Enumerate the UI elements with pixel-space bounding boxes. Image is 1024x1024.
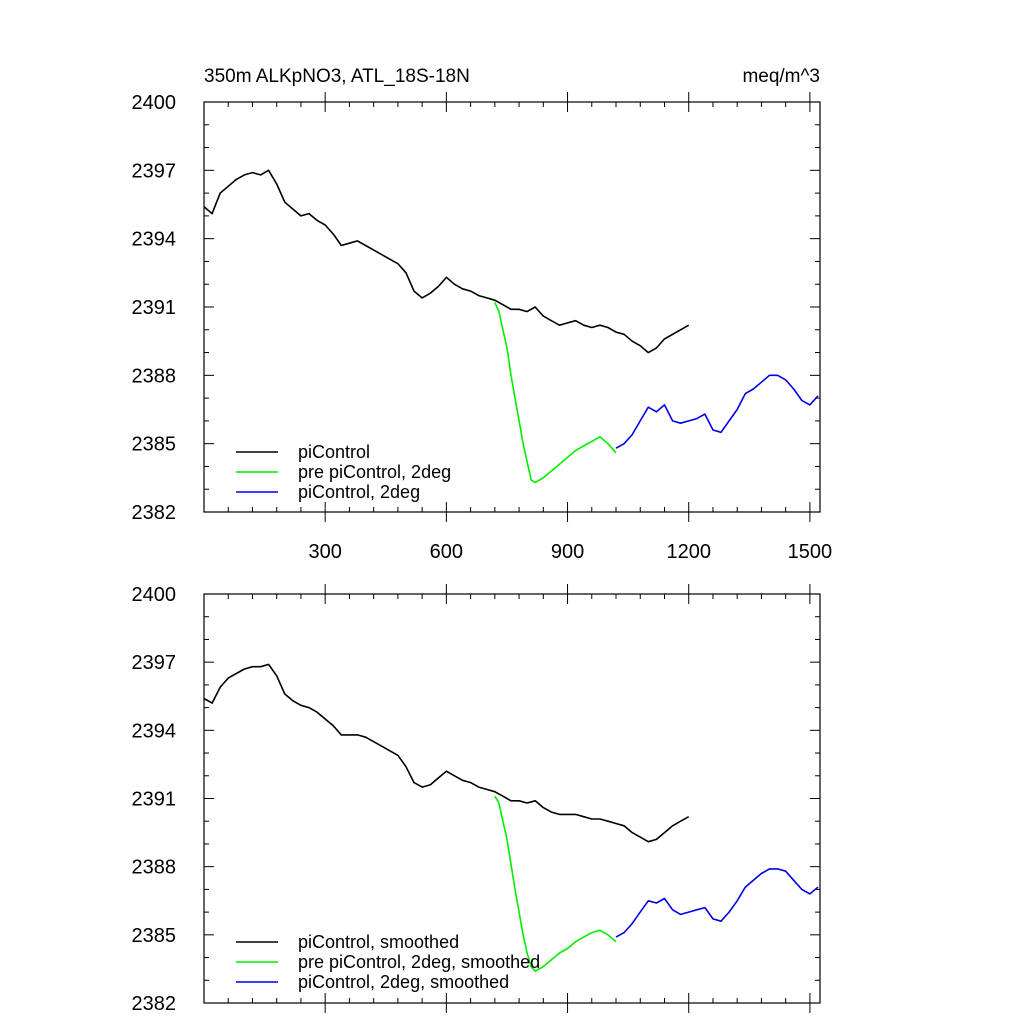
legend-label: piControl, 2deg xyxy=(298,482,420,502)
y-tick-label: 2394 xyxy=(132,229,177,251)
y-tick-label: 2397 xyxy=(132,652,177,674)
chart-title: 350m ALKpNO3, ATL_18S-18N xyxy=(204,66,470,87)
y-tick-label: 2388 xyxy=(132,857,177,879)
y-tick-label: 2400 xyxy=(132,584,177,606)
y-tick-label: 2385 xyxy=(132,434,177,456)
y-tick-label: 2391 xyxy=(132,789,177,811)
legend-label: piControl, smoothed xyxy=(298,932,459,952)
x-tick-label: 1200 xyxy=(666,541,711,563)
series-line-1 xyxy=(203,663,690,843)
legend-label: piControl, 2deg, smoothed xyxy=(298,972,509,992)
y-tick-label: 2391 xyxy=(132,297,177,319)
series-line-3 xyxy=(615,868,819,938)
legend-label: pre piControl, 2deg xyxy=(298,462,451,482)
top-panel: 2382 2385 2388 2391 2394 2397 2400 300 600 900 120… xyxy=(132,66,833,563)
y-tick-label: 2385 xyxy=(132,925,177,947)
y-tick-label: 2382 xyxy=(132,993,177,1015)
x-tick-label: 900 xyxy=(551,541,584,563)
series-line-2 xyxy=(494,302,617,484)
plot-frame xyxy=(203,101,821,513)
y-tick-label: 2400 xyxy=(132,92,177,114)
legend-label: pre piControl, 2deg, smoothed xyxy=(298,952,540,972)
y-tick-label: 2397 xyxy=(132,160,177,182)
units-label: meq/m^3 xyxy=(742,66,820,87)
series-line-1 xyxy=(203,169,690,354)
y-tick-label: 2394 xyxy=(132,720,177,742)
series-line-2 xyxy=(494,795,617,973)
x-tick-label: 600 xyxy=(430,541,463,563)
legend-label: piControl xyxy=(298,442,370,462)
series-line-3 xyxy=(615,374,819,449)
plot-frame xyxy=(203,593,821,1004)
y-tick-label: 2382 xyxy=(132,502,177,524)
y-tick-label: 2388 xyxy=(132,365,177,387)
x-tick-label: 1500 xyxy=(788,541,833,563)
bottom-panel: 2382 2385 2388 2391 2394 2397 2400 piControl, s… xyxy=(132,584,821,1015)
x-tick-label: 300 xyxy=(308,541,341,563)
